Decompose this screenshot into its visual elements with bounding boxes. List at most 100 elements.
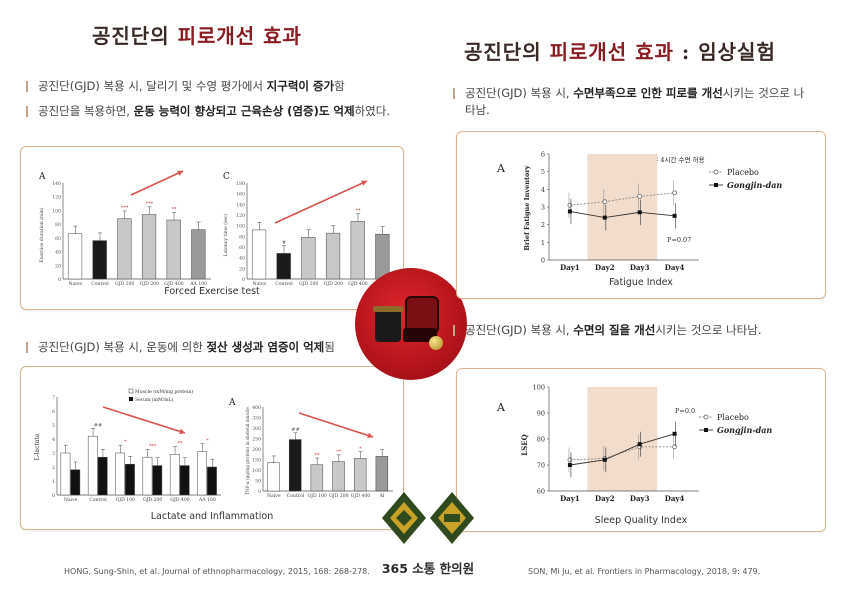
bar xyxy=(70,469,81,496)
fatigue-caption: Fatigue Index xyxy=(609,277,673,288)
clinic-name: 365 소통 한의원 xyxy=(381,561,475,576)
y-tick-label: 160 xyxy=(236,192,245,198)
gongjin-point xyxy=(672,431,677,436)
y-tick-label: 100 xyxy=(533,384,545,392)
left-title-text: 공진단의 xyxy=(92,24,178,48)
y-tick-label: 120 xyxy=(52,195,61,201)
x-tick-label: Control xyxy=(89,497,107,503)
y-tick-label: 50 xyxy=(255,479,261,485)
highlight-band xyxy=(587,387,658,491)
x-tick-label: Naive xyxy=(267,493,281,499)
x-tick-label: AA 100 xyxy=(198,497,216,503)
legend-marker-placebo xyxy=(703,414,709,420)
y-tick-label: 350 xyxy=(252,416,261,422)
bar xyxy=(207,466,217,496)
trend-arrow-head xyxy=(367,432,373,439)
legend-marker-gongjin xyxy=(714,183,718,187)
clinic-logo: 365 소통 한의원 xyxy=(380,490,476,576)
significance-label: *** xyxy=(146,201,154,207)
bar xyxy=(375,456,389,492)
bar xyxy=(97,456,108,496)
gongjin-point xyxy=(672,213,677,218)
y-tick-label: 40 xyxy=(239,256,245,262)
left-bullet-3: 공진단(GJD) 복용 시, 운동에 의한 젖산 생성과 염증이 억제됨 xyxy=(26,339,398,356)
x-tick-label: Control xyxy=(91,281,109,287)
panel-label: A xyxy=(496,162,506,175)
bar xyxy=(191,229,206,280)
forced-exercise-card: A Exercise duration (min) 0 20 40 60 80 100 120 1… xyxy=(20,146,404,310)
right-title: 공진단의 피로개선 효과 : 임상실험 xyxy=(464,40,776,64)
bar xyxy=(310,464,324,492)
y-tick-label: 250 xyxy=(252,437,261,443)
y-tick-label: 70 xyxy=(537,462,545,470)
left-title: 공진단의 피로개선 효과 xyxy=(92,20,302,49)
bar xyxy=(125,463,135,496)
y-tick-label: 80 xyxy=(537,436,545,444)
bar xyxy=(87,435,98,496)
significance-label: ## xyxy=(94,422,102,428)
right-reference: SON, Mi Ju, et al. Frontiers in Pharmaco… xyxy=(528,567,761,576)
y-tick-label: 1 xyxy=(541,239,545,247)
x-tick-label: Day2 xyxy=(595,263,615,272)
x-tick-label: GJD 100 xyxy=(116,497,135,503)
p-value-label: P=0.0 xyxy=(675,407,695,415)
y-tick-label: 80 xyxy=(55,222,61,228)
placebo-point xyxy=(602,199,608,205)
y-tick-label: 90 xyxy=(537,410,545,418)
x-tick-label: GJD 200 xyxy=(329,493,348,499)
significance-label: *** xyxy=(121,205,129,211)
trend-arrow xyxy=(130,170,184,196)
x-tick-label: Control xyxy=(287,493,305,499)
y-tick-label: 0 xyxy=(58,277,61,283)
y-tick-label: 2 xyxy=(541,221,545,229)
y-axis-label: Brief Fatigue Inventory xyxy=(523,165,531,250)
forced-exercise-caption: Forced Exercise test xyxy=(164,286,260,297)
significance-label: # xyxy=(282,240,286,246)
y-tick-label: 60 xyxy=(537,488,545,496)
bar xyxy=(179,465,190,496)
y-tick-label: 0 xyxy=(52,493,55,499)
legend-label-gongjin: Gongjin-dan xyxy=(727,180,782,190)
x-tick-label: GJD 400 xyxy=(164,281,183,287)
legend-marker-placebo xyxy=(713,169,719,175)
panel-label: A xyxy=(38,172,46,182)
significance-label: ** xyxy=(356,208,362,214)
y-tick-label: 180 xyxy=(236,181,245,187)
placebo-point xyxy=(567,202,573,208)
lactate-chart: L-lactate 0 1 2 3 4 5 6 7 Naive ## Control * GJD 100 *… xyxy=(34,388,221,503)
product-image xyxy=(355,268,467,380)
legend-swatch-muscle xyxy=(128,388,134,394)
pill xyxy=(429,336,443,350)
y-tick-label: 80 xyxy=(239,234,245,240)
x-tick-label: Day2 xyxy=(595,494,615,503)
y-tick-label: 300 xyxy=(252,426,261,432)
x-tick-label: GJD 200 xyxy=(140,281,159,287)
x-tick-label: AI xyxy=(379,493,385,499)
x-tick-label: GJD 100 xyxy=(307,493,326,499)
y-tick-label: 40 xyxy=(55,250,61,256)
lactate-caption: Lactate and Inflammation xyxy=(150,511,274,522)
y-axis-label: Exercise duration (min) xyxy=(38,207,45,262)
gongjin-line xyxy=(569,433,675,466)
left-bullet-2: 공진단을 복용하면, 운동 능력이 향상되고 근육손상 (염증)도 억제하였다. xyxy=(26,103,418,120)
legend-marker-gongjin xyxy=(704,428,708,432)
y-tick-label: 120 xyxy=(236,213,245,219)
significance-label: *** xyxy=(149,443,157,449)
significance-label: ** xyxy=(336,449,342,455)
y-tick-label: 100 xyxy=(252,468,261,474)
y-tick-label: 20 xyxy=(55,263,61,269)
x-tick-label: GJD 100 xyxy=(115,281,134,287)
bar xyxy=(288,439,302,492)
x-tick-label: Day4 xyxy=(665,263,685,272)
significance-label: ## xyxy=(291,427,299,433)
significance-label: ** xyxy=(178,441,184,447)
bar xyxy=(251,229,267,280)
placebo-point xyxy=(672,444,677,450)
x-tick-label: Day3 xyxy=(630,494,650,503)
legend-label-placebo: Placebo xyxy=(727,168,759,177)
y-tick-label: 0 xyxy=(242,277,245,283)
trend-arrow xyxy=(274,180,368,224)
p-value-label: P=0.07 xyxy=(667,236,691,244)
trend-arrow xyxy=(102,406,186,434)
